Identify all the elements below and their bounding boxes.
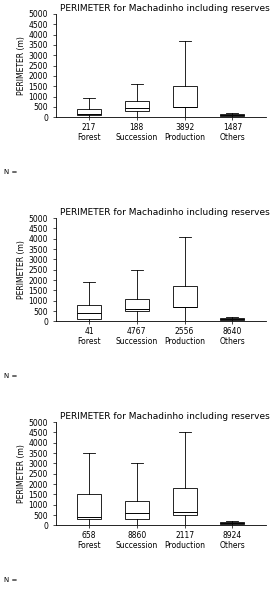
PathPatch shape (173, 86, 197, 107)
Text: N =: N = (4, 577, 17, 583)
PathPatch shape (77, 305, 101, 320)
Text: PERIMETER for Machadinho including reserves in 1988: PERIMETER for Machadinho including reser… (60, 4, 270, 13)
PathPatch shape (173, 286, 197, 307)
PathPatch shape (77, 109, 101, 115)
PathPatch shape (125, 501, 149, 519)
PathPatch shape (125, 298, 149, 311)
PathPatch shape (220, 114, 244, 116)
PathPatch shape (125, 101, 149, 111)
PathPatch shape (77, 495, 101, 519)
Text: PERIMETER for Machadinho including reserves in 1994: PERIMETER for Machadinho including reser… (60, 208, 270, 217)
Y-axis label: PERIMETER (m): PERIMETER (m) (17, 445, 26, 503)
Y-axis label: PERIMETER (m): PERIMETER (m) (17, 240, 26, 299)
PathPatch shape (220, 522, 244, 524)
PathPatch shape (173, 488, 197, 515)
Text: N =: N = (4, 373, 17, 379)
PathPatch shape (220, 318, 244, 320)
Text: PERIMETER for Machadinho including reserves in 1998: PERIMETER for Machadinho including reser… (60, 413, 270, 422)
Y-axis label: PERIMETER (m): PERIMETER (m) (17, 36, 26, 95)
Text: N =: N = (4, 169, 17, 175)
